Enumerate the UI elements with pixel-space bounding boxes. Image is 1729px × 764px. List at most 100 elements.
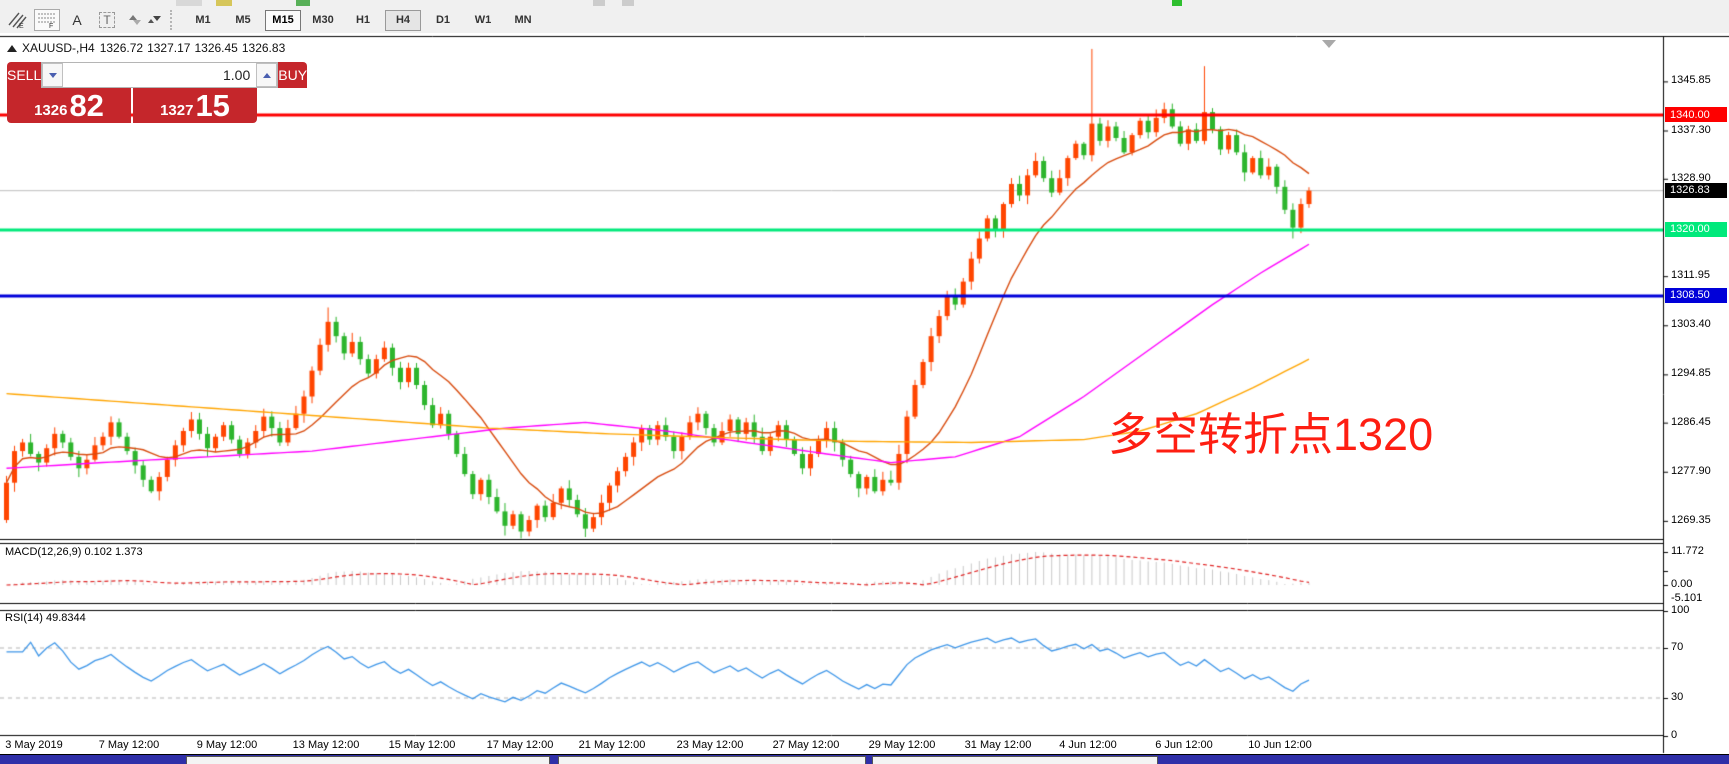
elliott-lines-icon[interactable]: E [4, 9, 30, 31]
price-axis-tick: 1345.85 [1671, 74, 1711, 87]
arrows-icon[interactable] [124, 9, 161, 31]
sell-button-label: SELL [7, 67, 42, 83]
cropped-toolbar-icon [1172, 0, 1182, 6]
fibo-grid-icon[interactable]: F [34, 9, 60, 31]
buy-price-small: 1327 [160, 102, 194, 119]
rsi-axis-tick: 100 [1671, 603, 1690, 616]
text-box-icon[interactable]: T [94, 9, 120, 31]
time-axis-label: 27 May 12:00 [772, 739, 840, 751]
text-label-glyph: A [72, 12, 82, 28]
timeframe-m30-button[interactable]: M30 [312, 14, 334, 26]
text-box-glyph: T [99, 12, 115, 28]
trade-widget-prices: 1326 82 1327 15 [7, 88, 257, 123]
timeframe-toolbar: M1 M5 M15 M30 H1 H4 D1 W1 MN [183, 9, 543, 31]
rsi-axis-tick: 70 [1671, 641, 1684, 653]
price-axis-tick: 1294.85 [1671, 367, 1711, 380]
chevron-down-icon [48, 72, 57, 78]
chevron-up-icon [262, 72, 271, 78]
symbol-period-label: XAUUSD-,H4 [22, 41, 95, 55]
main-chart-canvas[interactable] [0, 33, 1729, 754]
current-price-badge: 1326.83 [1665, 182, 1727, 198]
arrows-glyph [129, 15, 154, 25]
price-level-badge: 1308.50 [1665, 287, 1727, 303]
timeframe-mn-button[interactable]: MN [514, 14, 532, 26]
timeframe-m15-button[interactable]: M15 [265, 9, 301, 31]
trade-widget-controls: SELL BUY [7, 62, 308, 88]
price-axis-tick: 1311.95 [1671, 269, 1710, 282]
time-axis-label: 29 May 12:00 [868, 739, 936, 751]
taskbar-segment [186, 756, 550, 764]
cropped-toolbar-icon [622, 0, 634, 6]
cropped-toolbar-icon [216, 0, 232, 6]
price-level-badge: 1340.00 [1665, 107, 1727, 122]
buy-price[interactable]: 1327 15 [133, 88, 257, 123]
time-axis-label: 9 May 12:00 [196, 739, 258, 751]
time-axis-label: 21 May 12:00 [578, 739, 646, 751]
time-axis-label: 13 May 12:00 [292, 739, 360, 751]
volume-decrease-button[interactable] [42, 63, 64, 87]
macd-axis-tick: 0.00 [1671, 578, 1693, 590]
chart-text-annotation[interactable]: 多空转折点1320 [1108, 409, 1434, 460]
time-axis-label: 3 May 2019 [5, 739, 63, 751]
price-axis-tick: 1269.35 [1671, 513, 1711, 526]
rsi-axis-tick: 0 [1671, 728, 1678, 741]
buy-button-label: BUY [278, 67, 308, 83]
open-value: 1326.72 [99, 41, 144, 55]
time-axis-label: 17 May 12:00 [486, 739, 554, 751]
cropped-taskbar [0, 754, 1729, 764]
volume-stepper [41, 62, 279, 88]
price-level-badge: 1320.00 [1665, 221, 1727, 237]
volume-increase-button[interactable] [256, 63, 278, 87]
chart-shift-marker[interactable] [1322, 40, 1336, 48]
cropped-toolbar-icon [296, 0, 310, 6]
toolbar-drag-handle[interactable] [170, 10, 177, 30]
time-axis-label: 23 May 12:00 [676, 739, 744, 751]
elliott-lines-glyph: E [8, 12, 27, 29]
line-studies-toolbar: E F A T M1 M5 M15 M30 H1 H4 D1 W1 MN [0, 7, 1729, 34]
high-value: 1327.17 [147, 41, 191, 55]
timeframe-h4-button[interactable]: H4 [385, 9, 421, 31]
svg-text:E: E [19, 23, 24, 29]
taskbar-segment [872, 756, 1158, 764]
timeframe-m5-button[interactable]: M5 [235, 14, 251, 26]
time-axis-label: 6 Jun 12:00 [1155, 739, 1213, 751]
sell-price[interactable]: 1326 82 [7, 88, 131, 123]
timeframe-w1-button[interactable]: W1 [474, 14, 492, 26]
price-axis-tick: 1328.90 [1671, 171, 1711, 184]
timeframe-d1-button[interactable]: D1 [435, 14, 451, 26]
fibo-grid-glyph: F [38, 13, 56, 29]
time-axis-label: 4 Jun 12:00 [1059, 739, 1117, 751]
cropped-toolbar-icon [593, 0, 605, 6]
timeframe-h1-button[interactable]: H1 [355, 14, 371, 26]
volume-input[interactable] [63, 63, 257, 87]
rsi-axis-tick: 30 [1671, 691, 1684, 703]
text-label-icon[interactable]: A [64, 9, 90, 31]
low-value: 1326.45 [194, 41, 238, 55]
macd-axis-tick: -5.101 [1671, 592, 1703, 605]
time-axis-label: 31 May 12:00 [964, 739, 1032, 751]
timeframe-m1-button[interactable]: M1 [195, 14, 211, 26]
sell-price-small: 1326 [34, 102, 68, 119]
buy-button[interactable]: BUY [278, 62, 308, 88]
time-axis-label: 10 Jun 12:00 [1248, 739, 1312, 751]
price-axis-tick: 1277.90 [1671, 464, 1711, 477]
chevron-down-icon [153, 16, 161, 21]
rsi-indicator-label: RSI(14) 49.8344 [5, 612, 86, 624]
macd-indicator-label: MACD(12,26,9) 0.102 1.373 [5, 546, 143, 558]
one-click-trading-widget: SELL BUY 1326 82 1327 15 [7, 62, 308, 123]
sell-button[interactable]: SELL [7, 62, 42, 88]
time-axis-label: 15 May 12:00 [388, 739, 456, 751]
taskbar-segment [558, 756, 866, 764]
svg-text:F: F [49, 23, 53, 29]
symbol-up-arrow-icon [7, 44, 17, 52]
cropped-toolbar-icon [176, 0, 202, 6]
sell-price-big: 82 [69, 88, 104, 123]
price-axis-tick: 1286.45 [1671, 415, 1711, 428]
close-value: 1326.83 [241, 41, 286, 55]
chart-symbol-header: XAUUSD-,H4 1326.72 1327.17 1326.45 1326.… [7, 41, 285, 55]
time-axis-label: 7 May 12:00 [98, 739, 160, 751]
macd-axis-tick: 11.772 [1671, 545, 1704, 557]
buy-price-big: 15 [195, 88, 230, 123]
chart-window: XAUUSD-,H4 1326.72 1327.17 1326.45 1326.… [0, 33, 1729, 754]
